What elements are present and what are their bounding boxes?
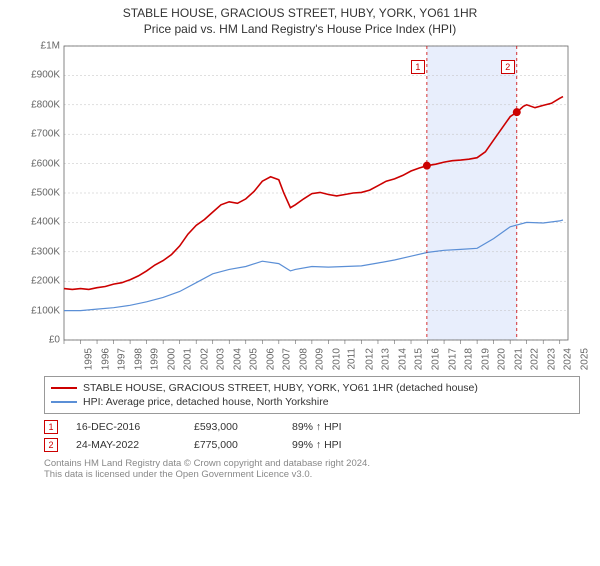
- sale-date: 24-MAY-2022: [76, 439, 176, 451]
- x-axis-label: 2008: [298, 348, 309, 370]
- sale-marker-box: 1: [411, 60, 425, 74]
- attribution-footer: Contains HM Land Registry data © Crown c…: [44, 458, 580, 480]
- x-axis-label: 2020: [496, 348, 507, 370]
- x-axis-label: 2003: [215, 348, 226, 370]
- x-axis-label: 2002: [199, 348, 210, 370]
- sale-vs-hpi: 99% ↑ HPI: [292, 439, 342, 451]
- x-axis-label: 2001: [182, 348, 193, 370]
- x-axis-label: 2011: [347, 348, 358, 370]
- y-axis-label: £100K: [20, 305, 60, 316]
- sale-vs-hpi: 89% ↑ HPI: [292, 421, 342, 433]
- footer-line: This data is licensed under the Open Gov…: [44, 469, 580, 480]
- chart-title-sub: Price paid vs. HM Land Registry's House …: [0, 22, 600, 36]
- y-axis-label: £900K: [20, 70, 60, 81]
- x-axis-label: 2000: [166, 348, 177, 370]
- x-axis-label: 2012: [364, 348, 375, 370]
- sale-index-box: 1: [44, 420, 58, 434]
- sale-dot: [513, 108, 521, 116]
- x-axis-label: 1997: [116, 348, 127, 370]
- y-axis-label: £300K: [20, 246, 60, 257]
- x-axis-label: 2014: [397, 348, 408, 370]
- x-axis-label: 1999: [149, 348, 160, 370]
- y-axis-label: £700K: [20, 129, 60, 140]
- y-axis-label: £200K: [20, 276, 60, 287]
- x-axis-label: 1996: [100, 348, 111, 370]
- x-axis-label: 2013: [381, 348, 392, 370]
- x-axis-label: 2023: [546, 348, 557, 370]
- x-axis-label: 2018: [463, 348, 474, 370]
- legend-swatch: [51, 401, 77, 403]
- x-axis-label: 2021: [513, 348, 524, 370]
- sale-price: £593,000: [194, 421, 274, 433]
- x-axis-label: 2015: [414, 348, 425, 370]
- legend-row: STABLE HOUSE, GRACIOUS STREET, HUBY, YOR…: [51, 381, 573, 395]
- sale-row: 2 24-MAY-2022 £775,000 99% ↑ HPI: [44, 436, 580, 454]
- x-axis-label: 2016: [430, 348, 441, 370]
- x-axis-label: 2009: [315, 348, 326, 370]
- legend-swatch: [51, 387, 77, 389]
- chart-area: £0 £100K £200K £300K £400K £500K £600K £700K £80…: [20, 40, 580, 370]
- sale-dot: [423, 162, 431, 170]
- x-axis-label: 2022: [529, 348, 540, 370]
- y-axis-label: £600K: [20, 158, 60, 169]
- y-axis-label: £0: [20, 335, 60, 346]
- x-axis-label: 2004: [232, 348, 243, 370]
- sale-price: £775,000: [194, 439, 274, 451]
- footer-line: Contains HM Land Registry data © Crown c…: [44, 458, 580, 469]
- x-axis-label: 2025: [579, 348, 590, 370]
- y-axis-label: £800K: [20, 99, 60, 110]
- sale-marker-box: 2: [501, 60, 515, 74]
- sale-date: 16-DEC-2016: [76, 421, 176, 433]
- x-axis-label: 2017: [447, 348, 458, 370]
- x-axis-label: 1998: [133, 348, 144, 370]
- x-axis-label: 2024: [562, 348, 573, 370]
- legend: STABLE HOUSE, GRACIOUS STREET, HUBY, YOR…: [44, 376, 580, 414]
- chart-title-address: STABLE HOUSE, GRACIOUS STREET, HUBY, YOR…: [0, 6, 600, 20]
- x-axis-label: 2010: [331, 348, 342, 370]
- sale-row: 1 16-DEC-2016 £593,000 89% ↑ HPI: [44, 418, 580, 436]
- legend-label: STABLE HOUSE, GRACIOUS STREET, HUBY, YOR…: [83, 382, 478, 394]
- y-axis-label: £1M: [20, 41, 60, 52]
- legend-row: HPI: Average price, detached house, Nort…: [51, 395, 573, 409]
- x-axis-label: 2019: [480, 348, 491, 370]
- x-axis-label: 2006: [265, 348, 276, 370]
- y-axis-label: £500K: [20, 188, 60, 199]
- y-axis-label: £400K: [20, 217, 60, 228]
- x-axis-label: 2007: [282, 348, 293, 370]
- sale-index-box: 2: [44, 438, 58, 452]
- sales-table: 1 16-DEC-2016 £593,000 89% ↑ HPI 2 24-MAY-202…: [44, 418, 580, 454]
- x-axis-label: 1995: [83, 348, 94, 370]
- legend-label: HPI: Average price, detached house, Nort…: [83, 396, 329, 408]
- x-axis-label: 2005: [248, 348, 259, 370]
- line-chart: [20, 40, 580, 370]
